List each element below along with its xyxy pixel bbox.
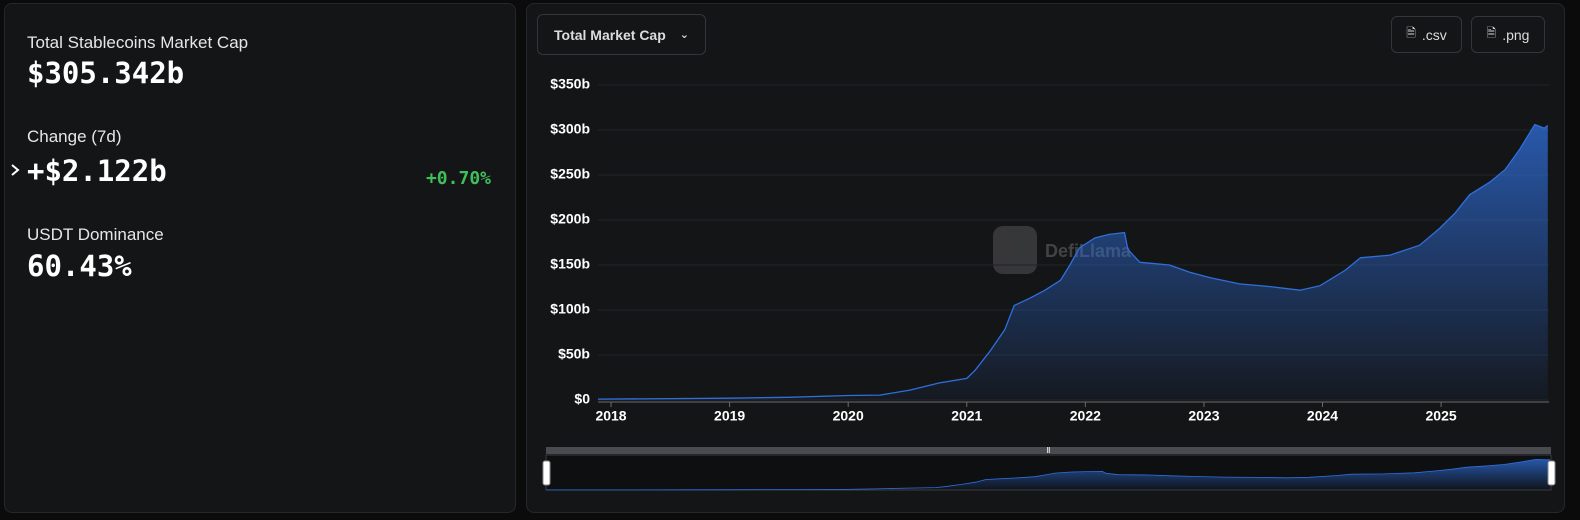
slider-handle[interactable] — [1547, 460, 1556, 486]
y-tick-label: $250b — [550, 166, 590, 182]
stat-value: $305.342b — [27, 56, 185, 90]
stat-label: USDT Dominance — [27, 225, 164, 244]
y-tick-label: $200b — [550, 211, 590, 227]
stats-panel: Total Stablecoins Market Cap $305.342b C… — [4, 3, 516, 513]
x-tick-label: 2022 — [1070, 408, 1101, 424]
metric-select[interactable]: Total Market Cap ⌄ — [537, 14, 706, 55]
slider-bar — [546, 447, 1551, 454]
x-tick-label: 2021 — [951, 408, 982, 424]
change-percent: +0.70% — [425, 168, 491, 189]
stat-value: +$2.122b — [27, 154, 167, 188]
y-tick-label: $350b — [550, 76, 590, 92]
stat-value: 60.43% — [27, 249, 132, 283]
y-tick-label: $150b — [550, 256, 590, 272]
y-tick-label: $50b — [558, 346, 590, 362]
button-label: .png — [1502, 26, 1530, 43]
y-tick-label: $0 — [574, 391, 590, 407]
area-fill — [598, 124, 1548, 400]
x-tick-label: 2020 — [833, 408, 864, 424]
stat-label: Total Stablecoins Market Cap — [27, 33, 249, 52]
area-line — [597, 123, 1549, 400]
x-tick-label: 2018 — [595, 408, 626, 424]
button-label: .csv — [1421, 26, 1447, 43]
slider-grip: Ⅱ — [1047, 446, 1051, 455]
y-tick-label: $100b — [550, 301, 590, 317]
expand-chevron[interactable] — [9, 162, 21, 178]
slider-handle[interactable] — [542, 460, 551, 486]
x-tick-label: 2023 — [1188, 408, 1219, 424]
png-button[interactable]: 🗎 .png — [1471, 16, 1545, 53]
x-tick-label: 2025 — [1426, 408, 1457, 424]
x-tick-label: 2019 — [714, 408, 745, 424]
csv-button[interactable]: 🗎 .csv — [1391, 16, 1462, 53]
stat-label: Change (7d) — [27, 127, 122, 146]
area-line — [546, 458, 1550, 491]
y-tick-label: $300b — [550, 121, 590, 137]
x-tick-label: 2024 — [1307, 408, 1338, 424]
select-label: Total Market Cap — [554, 26, 666, 43]
